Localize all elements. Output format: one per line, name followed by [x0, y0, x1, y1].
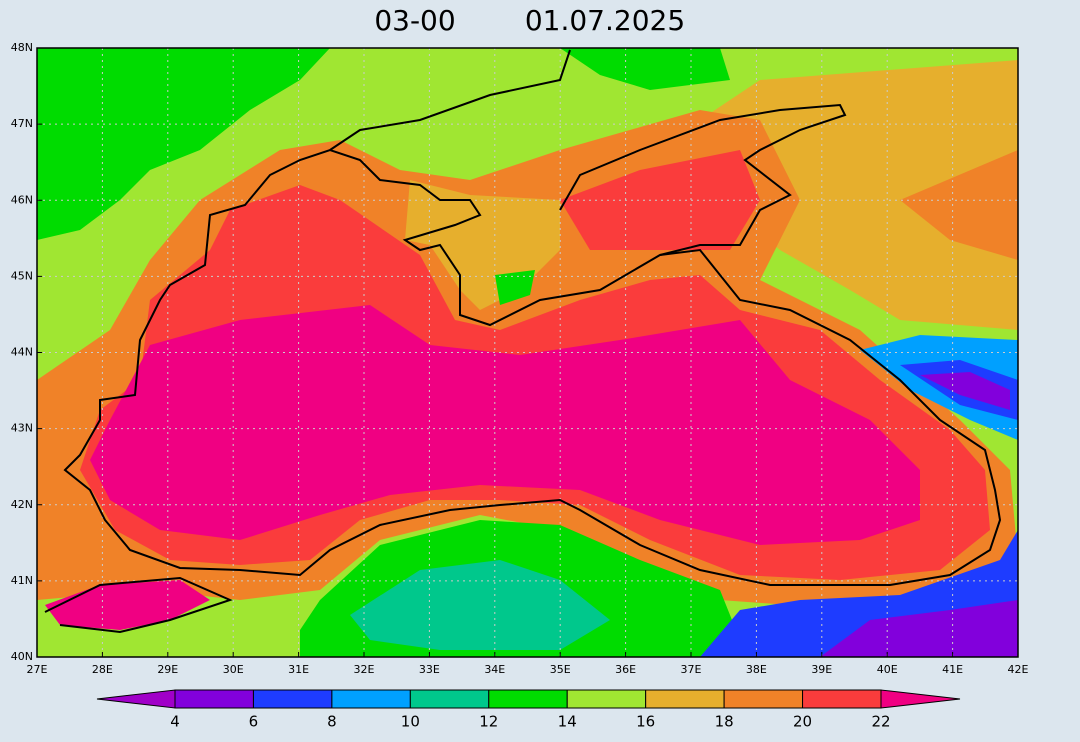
grid	[37, 48, 1018, 657]
coastline	[44, 49, 847, 634]
lat-tick-label: 42N	[11, 498, 33, 511]
lat-tick-label: 45N	[11, 269, 33, 282]
lon-tick-label: 37E	[681, 663, 702, 676]
colorbar-label: 22	[871, 713, 890, 731]
field-green	[37, 48, 330, 240]
lon-tick-label: 27E	[27, 663, 48, 676]
field-orange	[700, 60, 1018, 330]
lon-tick-label: 29E	[157, 663, 178, 676]
colorbar-segment	[723, 689, 804, 709]
lat-tick-label: 44N	[11, 346, 33, 359]
lon-tick-label: 32E	[354, 663, 375, 676]
colorbar-label: 6	[249, 713, 259, 731]
lon-tick-label: 36E	[615, 663, 636, 676]
lon-tick-label: 30E	[223, 663, 244, 676]
lon-tick-label: 31E	[288, 663, 309, 676]
lon-tick-label: 39E	[811, 663, 832, 676]
lat-tick-label: 43N	[11, 422, 33, 435]
field-orange	[900, 150, 1018, 260]
colorbar-label: 4	[170, 713, 180, 731]
field-magenta	[90, 305, 920, 545]
axis-ticks: 40N 41N 42N 43N 44N 45N 46N 47N 48N 27E 28E 29E 30E 3…	[11, 41, 1029, 676]
field	[37, 48, 1018, 657]
field-purple	[820, 600, 1018, 657]
colorbar-segment	[252, 689, 333, 709]
colorbar-segment	[802, 689, 882, 709]
colorbar-label: 12	[479, 713, 498, 731]
lon-tick-label: 28E	[92, 663, 113, 676]
colorbar-label: 20	[793, 713, 812, 731]
colorbar-label: 16	[636, 713, 655, 731]
field-green	[495, 270, 535, 305]
field-purple	[920, 372, 1010, 410]
lat-tick-label: 47N	[11, 117, 33, 130]
colorbar-label: 10	[401, 713, 420, 731]
colorbar-label: 8	[327, 713, 337, 731]
colorbar-segment	[566, 689, 647, 709]
lon-tick-label: 34E	[484, 663, 505, 676]
colorbar: 4 6 8 10 12 14 16 18 20 22	[96, 689, 961, 731]
lon-tick-label: 42E	[1008, 663, 1029, 676]
lat-tick-label: 41N	[11, 574, 33, 587]
field-green	[560, 48, 730, 90]
colorbar-segment	[645, 689, 725, 709]
colorbar-segment	[488, 689, 568, 709]
colorbar-label: 14	[558, 713, 577, 731]
colorbar-segment	[331, 689, 411, 709]
lon-tick-label: 33E	[419, 663, 440, 676]
lat-tick-label: 46N	[11, 193, 33, 206]
date-label: 01.07.2025	[525, 4, 685, 37]
lat-tick-label: 48N	[11, 41, 33, 54]
lon-tick-label: 41E	[942, 663, 963, 676]
lon-tick-label: 35E	[550, 663, 571, 676]
lon-tick-label: 38E	[746, 663, 767, 676]
lat-tick-label: 40N	[11, 650, 33, 663]
field-teal	[350, 560, 610, 650]
colorbar-extend-high	[880, 689, 961, 709]
lon-tick-label: 40E	[877, 663, 898, 676]
colorbar-segment	[409, 689, 490, 709]
time-label: 03-00	[374, 4, 455, 37]
field-red	[560, 150, 760, 250]
colorbar-label: 18	[715, 713, 734, 731]
colorbar-segment	[174, 689, 254, 709]
coastline	[63, 148, 1002, 586]
